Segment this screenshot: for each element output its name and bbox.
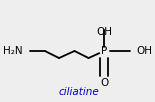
Text: P: P bbox=[101, 46, 107, 56]
Text: OH: OH bbox=[96, 27, 112, 37]
Text: O: O bbox=[100, 78, 108, 88]
Text: H₂N: H₂N bbox=[3, 46, 22, 56]
Text: ciliatine: ciliatine bbox=[58, 87, 99, 97]
Text: OH: OH bbox=[136, 46, 153, 56]
